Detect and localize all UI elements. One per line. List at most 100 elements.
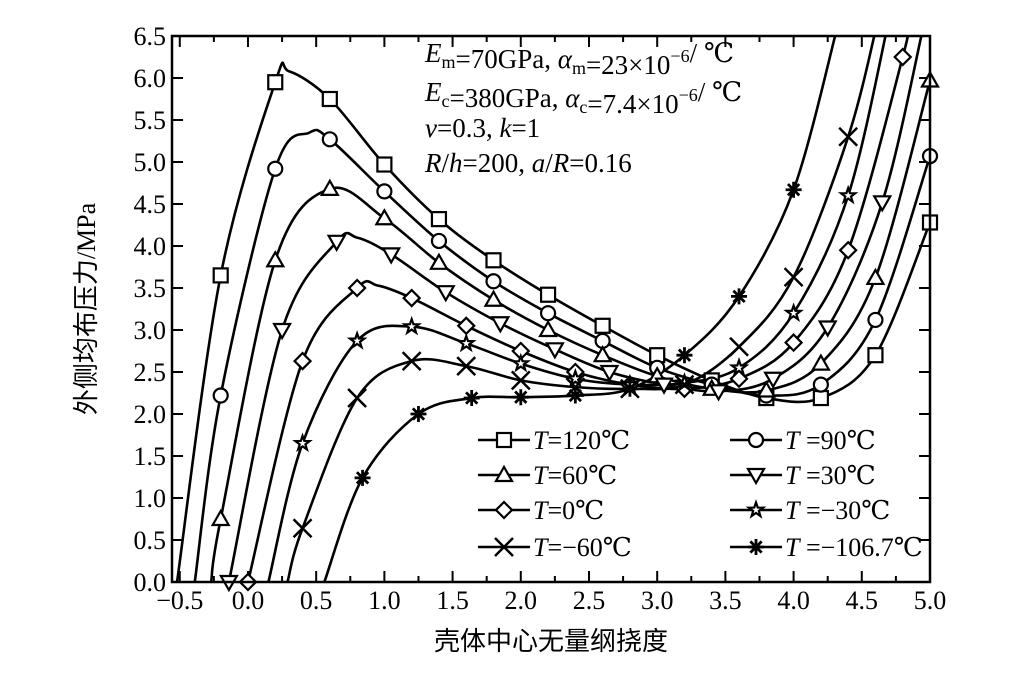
triangle-up-marker [865, 267, 886, 286]
diamond-marker-shape [494, 500, 514, 520]
triangle-marker-shape [544, 342, 565, 360]
asterisk-marker-shape [785, 181, 802, 198]
x-marker-shape [674, 374, 695, 395]
asterisk-marker-shape [748, 539, 764, 555]
annotation-segment: ν [425, 113, 437, 143]
square-marker [594, 317, 611, 334]
x-tick-label: 4.0 [777, 586, 810, 615]
triangle-up-marker [494, 464, 514, 483]
diamond-marker-shape [729, 369, 749, 389]
annotation-segment: / ℃ [690, 38, 734, 68]
diamond-marker [292, 351, 313, 371]
star-marker [565, 367, 586, 388]
star-marker [745, 499, 767, 519]
square-marker-shape [321, 90, 338, 108]
triangle-up-marker [483, 289, 504, 307]
triangle-marker-shape [756, 380, 777, 398]
asterisk-marker-shape [354, 469, 371, 486]
asterisk-marker [621, 380, 638, 397]
star-marker-shape [837, 184, 859, 205]
circle-marker-shape [376, 183, 393, 200]
annotation-segment: =70GPa, [456, 44, 558, 74]
y-tick-label: 6.0 [134, 64, 167, 93]
annotation-segment: =380GPa, [450, 83, 566, 113]
triangle-marker-shape [326, 234, 347, 253]
asterisk-marker-shape [621, 380, 638, 397]
square-marker-shape [267, 74, 284, 91]
x-marker-shape [838, 126, 859, 147]
asterisk-marker-shape [676, 347, 693, 364]
triangle-down-marker [746, 467, 766, 486]
x-tick-label: 0.5 [300, 586, 333, 615]
diamond-marker [838, 240, 858, 260]
star-marker [783, 302, 804, 322]
circle-marker [376, 183, 393, 200]
annotation-segment: =1 [511, 113, 540, 143]
x-marker-shape [292, 518, 313, 539]
x-tick-label: 4.5 [846, 586, 879, 615]
x-marker [347, 388, 367, 408]
circle-marker [539, 305, 557, 322]
triangle-down-marker [654, 377, 674, 395]
diamond-marker [456, 316, 476, 336]
legend-label: T=60℃ [533, 461, 617, 490]
annotation-segment: / [545, 148, 553, 178]
legend-label-value: =−30℃ [799, 496, 890, 525]
x-marker-shape [456, 356, 477, 377]
triangle-marker-shape [483, 289, 504, 307]
y-tick-label: 6.5 [134, 22, 167, 51]
square-marker [539, 286, 557, 303]
legend-label-value: =120℃ [547, 426, 630, 455]
diamond-marker [893, 47, 913, 67]
asterisk-marker [410, 406, 427, 422]
legend-item: T=−60℃ [478, 533, 632, 562]
circle-marker-shape [267, 160, 284, 177]
legend-label-symbol: T [785, 496, 801, 525]
triangle-marker-shape [494, 464, 514, 483]
diamond-marker [494, 500, 514, 520]
triangle-down-marker [817, 320, 838, 338]
triangle-up-marker [374, 208, 395, 226]
x-marker [729, 336, 749, 357]
y-tick-label: 5.0 [134, 148, 167, 177]
legend-label-symbol: T [785, 533, 801, 562]
triangle-down-marker [490, 316, 511, 334]
triangle-down-marker [381, 247, 402, 265]
annotation-line: R/h=200, a/R=0.16 [424, 148, 632, 178]
star-marker-shape [728, 356, 750, 377]
triangle-marker-shape [599, 364, 620, 383]
square-marker-shape [376, 156, 393, 173]
diamond-marker-shape [784, 333, 804, 353]
triangle-marker-shape [865, 267, 886, 286]
triangle-marker-shape [265, 250, 286, 268]
y-tick-label: 2.0 [134, 400, 167, 429]
x-axis-title: 壳体中心无量纲挠度 [434, 627, 668, 656]
square-marker-shape [430, 211, 448, 228]
circle-marker [867, 311, 884, 329]
x-marker-shape [729, 336, 749, 357]
circle-marker [321, 131, 338, 148]
x-tick-label: 5.0 [914, 586, 947, 615]
triangle-up-marker [429, 252, 449, 270]
x-marker-shape [783, 267, 804, 287]
diamond-marker [347, 278, 367, 298]
star-marker-shape [292, 432, 313, 453]
square-marker [376, 156, 393, 173]
diamond-marker-shape [456, 316, 476, 336]
annotation-segment: R [424, 148, 442, 178]
triangle-marker-shape [538, 319, 558, 338]
annotation-segment: α [558, 44, 573, 74]
diamond-marker-shape [347, 278, 367, 298]
star-marker-shape [783, 302, 804, 322]
annotation-segment: c [442, 91, 450, 111]
diamond-marker-shape [292, 351, 313, 371]
series-line [175, 61, 930, 582]
y-tick-label: 4.0 [134, 232, 167, 261]
star-marker-shape [510, 352, 532, 373]
square-marker-shape [212, 267, 229, 284]
annotation-segment: / ℃ [698, 77, 742, 107]
x-marker-shape [494, 537, 514, 557]
asterisk-marker [567, 387, 584, 404]
circle-marker-shape [867, 311, 884, 329]
triangle-up-marker [210, 508, 231, 527]
